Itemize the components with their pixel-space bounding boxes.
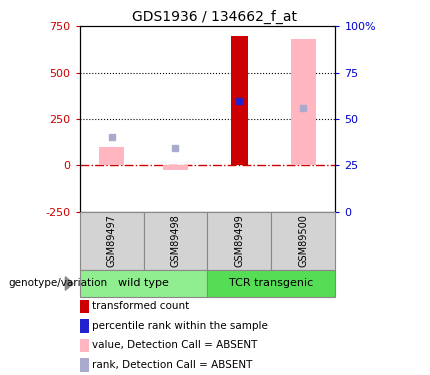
Text: value, Detection Call = ABSENT: value, Detection Call = ABSENT [92,340,258,350]
Text: genotype/variation: genotype/variation [9,279,108,288]
Text: GDS1936 / 134662_f_at: GDS1936 / 134662_f_at [132,9,298,24]
Text: wild type: wild type [118,279,169,288]
Bar [144,212,207,270]
Text: GSM89498: GSM89498 [170,214,181,267]
Bar [99,147,124,165]
Text: percentile rank within the sample: percentile rank within the sample [92,321,268,331]
Text: transformed count: transformed count [92,302,190,311]
Text: GSM89499: GSM89499 [234,214,245,267]
Text: rank, Detection Call = ABSENT: rank, Detection Call = ABSENT [92,360,253,370]
Bar [80,270,208,297]
Bar [207,212,271,270]
Bar [230,36,249,165]
Bar [80,212,144,270]
Text: GSM89500: GSM89500 [298,214,308,267]
Text: GSM89497: GSM89497 [107,214,117,267]
Bar [291,39,316,165]
Bar [271,212,335,270]
Text: TCR transgenic: TCR transgenic [229,279,313,288]
Bar [163,165,187,170]
Bar [207,270,335,297]
